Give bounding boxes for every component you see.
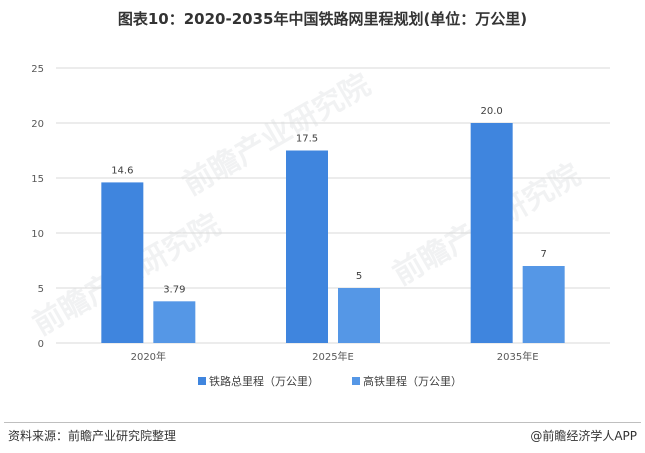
bar (153, 301, 196, 343)
bar (101, 182, 144, 343)
data-label: 5 (356, 271, 362, 282)
y-tick-label: 10 (31, 229, 44, 240)
x-tick-label: 2020年 (131, 350, 166, 363)
legend-swatch (352, 377, 360, 385)
bar (338, 288, 380, 343)
footer-divider (4, 422, 641, 423)
data-label: 17.5 (296, 134, 318, 145)
y-tick-label: 15 (31, 174, 44, 185)
data-label: 20.0 (481, 106, 503, 117)
brand-label: @前瞻经济学人APP (530, 429, 637, 443)
legend-label: 高铁里程（万公里） (363, 374, 462, 388)
bar (286, 150, 328, 343)
legend-label: 铁路总里程（万公里） (209, 374, 319, 388)
footer: 资料来源：前瞻产业研究院整理 @前瞻经济学人APP (0, 422, 645, 453)
legend-swatch (198, 377, 206, 385)
y-tick-label: 0 (38, 339, 44, 350)
x-tick-label: 2025年E (312, 350, 354, 363)
bar-chart: 0 5 10 15 20 25 14.6 3.79 2020年 17.5 5 2025年E 20.0 7 2… (31, 64, 610, 388)
source-note: 资料来源：前瞻产业研究院整理 (8, 429, 177, 443)
chart-title: 图表10：2020-2035年中国铁路网里程规划(单位：万公里) (117, 10, 528, 28)
bar (470, 123, 513, 343)
y-tick-label: 20 (31, 119, 44, 130)
y-tick-label: 25 (31, 64, 44, 75)
bar (522, 266, 565, 343)
data-label: 7 (540, 249, 546, 260)
data-label: 14.6 (111, 165, 133, 176)
data-label: 3.79 (163, 284, 185, 295)
y-tick-label: 5 (38, 284, 44, 295)
x-tick-label: 2035年E (497, 350, 539, 363)
